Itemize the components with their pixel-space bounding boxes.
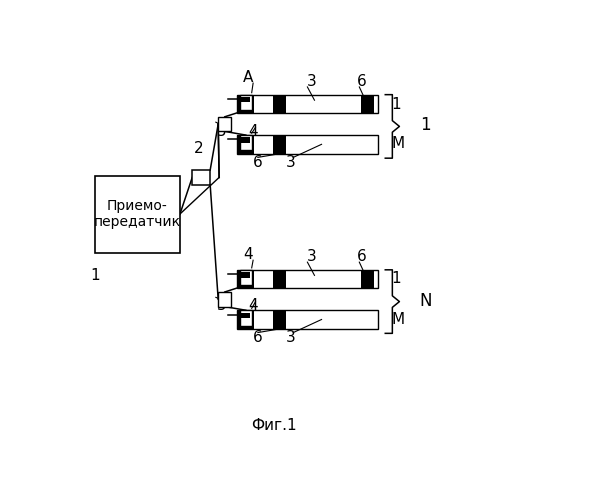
Bar	[236, 270, 253, 288]
Bar	[236, 270, 378, 288]
Text: 5: 5	[217, 298, 227, 313]
Bar	[241, 272, 250, 278]
Bar	[241, 97, 250, 102]
Text: 3: 3	[307, 249, 317, 264]
Bar	[236, 310, 253, 328]
Bar	[218, 117, 231, 132]
Text: N: N	[419, 292, 432, 310]
Bar	[361, 270, 374, 288]
Text: 6: 6	[253, 154, 262, 170]
Bar	[273, 310, 286, 328]
Bar	[273, 94, 286, 113]
Bar	[236, 94, 253, 113]
Text: 4: 4	[248, 298, 258, 313]
Text: 1: 1	[392, 271, 401, 286]
Text: 6: 6	[357, 74, 367, 88]
Text: 4: 4	[244, 247, 253, 262]
Text: 3: 3	[286, 154, 296, 170]
Bar	[240, 310, 252, 326]
Text: 1: 1	[392, 97, 401, 112]
Bar	[273, 135, 286, 154]
Bar	[240, 270, 252, 285]
Bar	[241, 138, 250, 143]
Bar	[240, 94, 252, 110]
Text: 4: 4	[248, 124, 258, 138]
Bar	[236, 94, 378, 113]
Bar	[240, 135, 252, 150]
Text: 1: 1	[90, 268, 100, 283]
Text: 6: 6	[253, 330, 262, 344]
Text: 3: 3	[286, 330, 296, 344]
Bar	[95, 176, 180, 252]
Bar	[273, 270, 286, 288]
Text: 3: 3	[307, 74, 317, 88]
Text: Приемо-
передатчик: Приемо- передатчик	[94, 199, 181, 229]
Bar	[361, 94, 374, 113]
Bar	[241, 312, 250, 318]
Bar	[236, 310, 378, 328]
Bar	[192, 170, 210, 184]
Text: M: M	[392, 312, 404, 326]
Text: Фиг.1: Фиг.1	[252, 418, 297, 433]
Bar	[236, 135, 253, 154]
Text: A: A	[243, 70, 253, 85]
Text: 5: 5	[217, 124, 227, 138]
Bar	[236, 135, 378, 154]
Text: M: M	[392, 136, 404, 152]
Text: 2: 2	[194, 141, 203, 156]
Text: 1: 1	[420, 116, 431, 134]
Text: 6: 6	[357, 249, 367, 264]
Bar	[218, 292, 231, 306]
